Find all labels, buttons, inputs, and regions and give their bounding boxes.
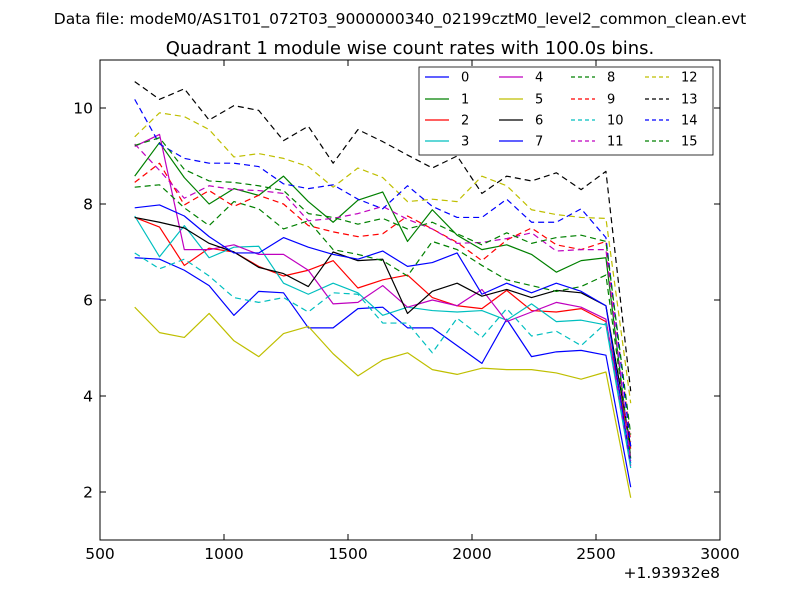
series-line-14	[134, 99, 632, 447]
y-tick-label: 4	[83, 388, 93, 406]
legend-label-12: 12	[681, 71, 698, 86]
series-line-10	[134, 252, 632, 466]
series-line-6	[134, 216, 632, 447]
series-line-15	[134, 137, 632, 435]
legend-label-11: 11	[607, 135, 624, 150]
x-tick-label: 2000	[452, 545, 491, 563]
x-offset-label: +1.93932e8	[624, 564, 720, 582]
y-tick-label: 2	[83, 484, 93, 502]
series-line-7	[134, 204, 632, 464]
x-tick-label: 1000	[204, 545, 243, 563]
series-line-0	[134, 257, 632, 488]
legend-label-9: 9	[607, 93, 615, 108]
legend-label-6: 6	[535, 114, 543, 129]
legend-label-15: 15	[681, 135, 698, 150]
series-line-12	[134, 112, 632, 404]
chart-suptitle: Data file: modeM0/AS1T01_072T03_90000003…	[54, 10, 746, 29]
x-tick-label: 2500	[576, 545, 615, 563]
y-tick-label: 6	[83, 292, 93, 310]
series-layer	[134, 81, 632, 498]
series-line-8	[134, 184, 632, 457]
x-tick-label: 1500	[328, 545, 367, 563]
legend-label-2: 2	[461, 114, 469, 129]
series-line-1	[134, 141, 632, 459]
series-line-3	[134, 215, 632, 469]
x-tick-label: 3000	[700, 545, 739, 563]
y-tick-label: 8	[83, 196, 93, 214]
legend-label-14: 14	[681, 114, 698, 129]
y-tick-label: 10	[73, 100, 93, 118]
legend-label-10: 10	[607, 114, 624, 129]
legend-label-5: 5	[535, 93, 543, 108]
legend-box	[418, 66, 714, 156]
series-line-13	[134, 81, 632, 392]
legend-label-3: 3	[461, 135, 469, 150]
series-line-4	[134, 133, 632, 466]
series-line-5	[134, 306, 632, 498]
legend-label-4: 4	[535, 71, 543, 86]
legend-label-13: 13	[681, 93, 698, 108]
chart-title: Quadrant 1 module wise count rates with …	[166, 38, 655, 59]
legend-label-1: 1	[461, 93, 469, 108]
legend-label-8: 8	[607, 71, 615, 86]
x-tick-label: 500	[85, 545, 115, 563]
series-line-9	[134, 162, 632, 442]
legend-label-7: 7	[535, 135, 543, 150]
legend-label-0: 0	[461, 71, 469, 86]
series-line-2	[134, 216, 632, 449]
